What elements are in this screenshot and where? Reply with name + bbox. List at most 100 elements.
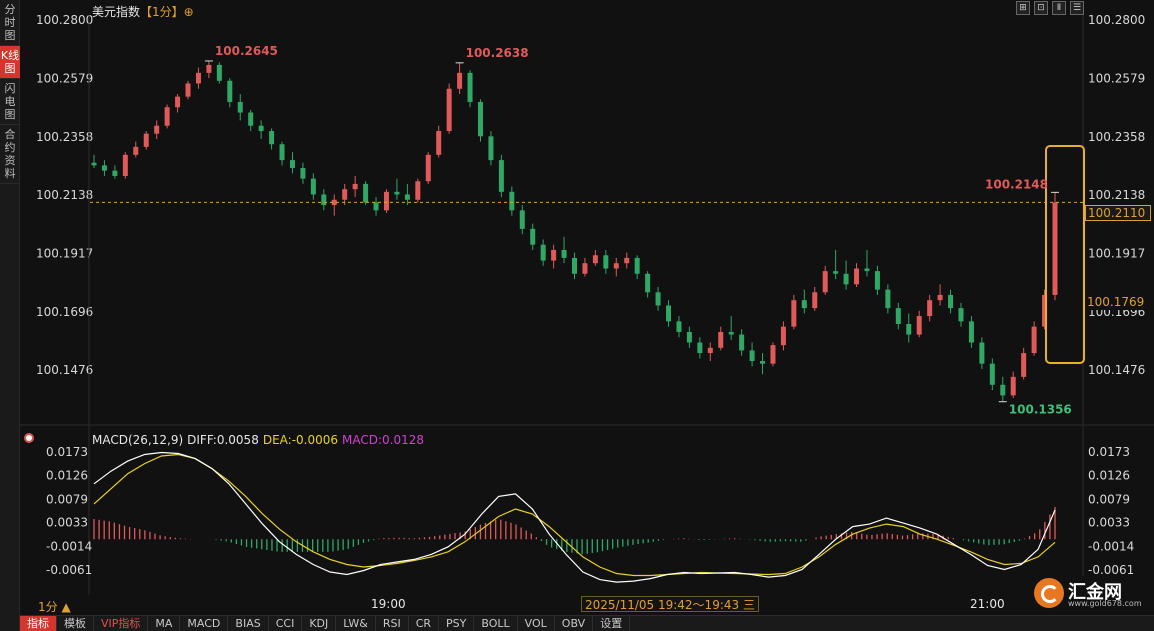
chart-title: 美元指数【1分】⊕	[92, 3, 194, 20]
tab-obv[interactable]: OBV	[555, 616, 594, 631]
time-axis-label: 19:00	[371, 597, 406, 611]
chart-canvas[interactable]: 100.2800 100.2800 100.2579 100.2579 100.2358…	[0, 0, 1154, 615]
tab-macd[interactable]: MACD	[180, 616, 229, 631]
sidebar-item-timeshare[interactable]: 分时图	[0, 0, 20, 46]
tab-vip-indicators[interactable]: VIP指标	[94, 616, 149, 631]
tab-boll[interactable]: BOLL	[474, 616, 518, 631]
candle-body	[373, 202, 379, 211]
candle-body	[310, 178, 316, 195]
candle-body	[122, 154, 128, 176]
candle-body	[237, 101, 243, 113]
candle-body	[519, 210, 525, 229]
candle-body	[989, 363, 995, 385]
candle-body	[467, 72, 473, 102]
instrument-name: 美元指数	[92, 5, 141, 19]
candle-body	[164, 107, 170, 126]
candle-body	[195, 72, 201, 84]
candle-body	[363, 183, 369, 203]
indicator-tabs: 指标 模板 VIP指标 MA MACD BIAS CCI KDJ LW& RSI…	[20, 615, 1154, 631]
add-icon[interactable]: ⊕	[183, 5, 194, 19]
macd-value-label: MACD:0.0128	[342, 433, 425, 447]
candle-body	[979, 342, 985, 364]
sidebar-item-kline[interactable]: K线图	[0, 46, 20, 79]
macd-tick-label-left: 0.0033	[46, 516, 88, 530]
macd-settings-icon[interactable]	[24, 433, 34, 443]
tab-lw[interactable]: LW&	[336, 616, 376, 631]
highlight-box	[1045, 145, 1085, 364]
candle-body	[958, 308, 964, 322]
period-selector[interactable]: 【1分】	[140, 5, 184, 19]
price-tick-label-left: 100.1696	[36, 305, 93, 319]
candle-body	[760, 361, 766, 364]
menu-icon[interactable]: ☰	[1070, 1, 1084, 15]
candle-body	[404, 194, 410, 200]
candle-body	[1010, 376, 1016, 396]
tab-psy[interactable]: PSY	[439, 616, 475, 631]
candle-body	[143, 133, 149, 147]
candle-body	[718, 331, 724, 348]
candle-body	[101, 165, 107, 171]
candle-body	[927, 300, 933, 317]
candle-body	[300, 168, 306, 179]
tab-ma[interactable]: MA	[148, 616, 181, 631]
candle-body	[457, 72, 463, 89]
tab-cci[interactable]: CCI	[269, 616, 303, 631]
candle-body	[498, 160, 504, 192]
price-tick-label-left: 100.2138	[36, 188, 93, 202]
tab-settings[interactable]: 设置	[593, 616, 631, 631]
price-tick-label-left: 100.2358	[36, 130, 93, 144]
candle-body	[749, 350, 755, 362]
tab-templates[interactable]: 模板	[57, 616, 94, 631]
tab-rsi[interactable]: RSI	[376, 616, 409, 631]
candle-body	[707, 347, 713, 354]
logo-icon	[1034, 578, 1064, 608]
tab-kdj[interactable]: KDJ	[302, 616, 337, 631]
candle-body	[1052, 202, 1058, 295]
candle-body	[603, 255, 609, 269]
tab-cr[interactable]: CR	[409, 616, 440, 631]
extreme-label: 100.2645	[215, 44, 278, 58]
candle-body	[540, 244, 546, 261]
extreme-label: 100.2638	[466, 46, 529, 60]
candle-body	[874, 271, 880, 290]
candle-body	[624, 257, 630, 264]
candle-body	[488, 136, 494, 161]
period-toggle[interactable]: 1分 ▲	[38, 600, 71, 614]
candle-body	[948, 294, 954, 309]
sidebar-item-contract[interactable]: 合约资料	[0, 125, 20, 184]
macd-dea-line	[93, 453, 1056, 577]
candle-body	[185, 83, 191, 97]
pause-icon[interactable]: Ⅱ	[1052, 1, 1066, 15]
tab-indicators[interactable]: 指标	[20, 616, 57, 631]
candle-body	[415, 181, 421, 200]
candle-body	[1042, 294, 1048, 327]
candle-body	[770, 345, 776, 364]
price-tick-label-right: 100.2579	[1088, 71, 1145, 85]
fit-icon[interactable]: ⊡	[1034, 1, 1048, 15]
macd-diff-label: DIFF:0.0058	[187, 433, 259, 447]
window-controls: ⊞ ⊡ Ⅱ ☰	[1016, 1, 1084, 15]
candle-body	[133, 146, 139, 155]
candle-body	[812, 292, 818, 309]
extreme-label: 100.1356	[1009, 403, 1072, 417]
candle-body	[854, 268, 860, 285]
candle-body	[1021, 353, 1027, 377]
candle-body	[258, 125, 264, 132]
current-price-tag: 100.2110	[1085, 205, 1151, 221]
expand-icon[interactable]: ⊞	[1016, 1, 1030, 15]
candle-body	[676, 321, 682, 332]
tab-vol[interactable]: VOL	[518, 616, 555, 631]
macd-tick-label-right: 0.0126	[1088, 469, 1130, 483]
candle-body	[937, 294, 943, 301]
macd-tick-label-left: 0.0173	[46, 445, 88, 459]
candle-body	[446, 88, 452, 132]
sidebar-item-flash[interactable]: 闪电图	[0, 79, 20, 125]
candle-body	[822, 271, 828, 293]
candle-body	[383, 191, 389, 211]
extreme-label: 100.2148	[985, 177, 1048, 191]
candle-body	[895, 308, 901, 325]
tab-bias[interactable]: BIAS	[228, 616, 269, 631]
candle-body	[885, 289, 891, 309]
candle-body	[801, 300, 807, 309]
candle-body	[906, 324, 912, 335]
